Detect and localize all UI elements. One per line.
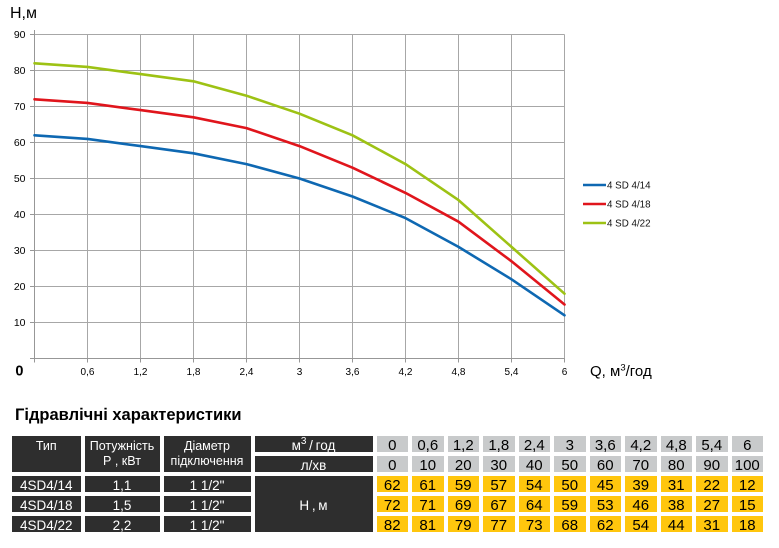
svg-text:4 SD 4/18: 4 SD 4/18: [607, 200, 651, 211]
svg-text:80: 80: [14, 65, 26, 77]
svg-text:3,6: 3,6: [346, 367, 360, 378]
svg-text:5,4: 5,4: [505, 367, 519, 378]
svg-text:50: 50: [14, 173, 26, 185]
svg-text:30: 30: [14, 245, 26, 257]
svg-text:4,2: 4,2: [399, 367, 413, 378]
svg-text:4 SD 4/14: 4 SD 4/14: [607, 181, 651, 192]
svg-text:H,м: H,м: [10, 5, 37, 22]
svg-text:Q, м3/год: Q, м3/год: [590, 363, 652, 381]
svg-text:40: 40: [14, 209, 26, 221]
svg-text:1,2: 1,2: [134, 367, 148, 378]
svg-text:1,8: 1,8: [187, 367, 201, 378]
svg-text:0: 0: [15, 364, 23, 380]
svg-text:20: 20: [14, 281, 26, 293]
svg-text:10: 10: [14, 317, 26, 329]
svg-text:90: 90: [14, 29, 26, 41]
svg-text:3: 3: [297, 367, 303, 378]
svg-text:6: 6: [562, 367, 568, 378]
svg-text:2,4: 2,4: [240, 367, 254, 378]
svg-text:4,8: 4,8: [452, 367, 466, 378]
svg-text:4 SD 4/22: 4 SD 4/22: [607, 219, 651, 230]
svg-text:60: 60: [14, 137, 26, 149]
svg-text:0,6: 0,6: [81, 367, 95, 378]
svg-text:70: 70: [14, 101, 26, 113]
